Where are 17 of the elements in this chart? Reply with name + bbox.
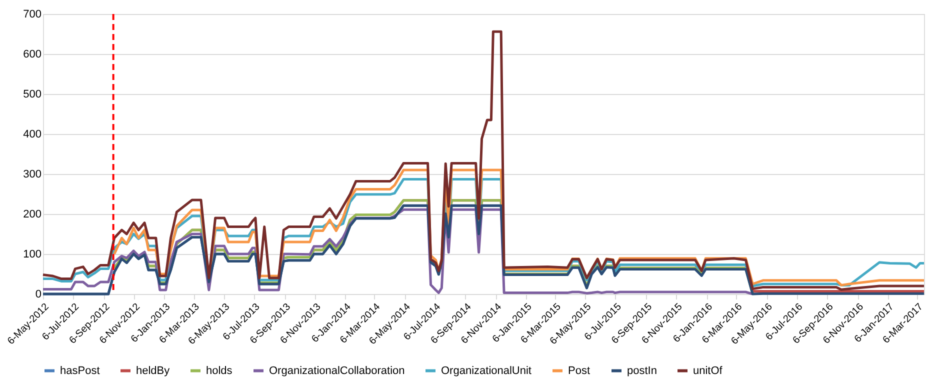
legend-label: postIn [627,364,657,377]
legend-label: hasPost [60,364,100,377]
line-series [42,30,926,291]
legend-label: OrganizationalCollaboration [269,364,405,377]
y-tick-label: 600 [23,48,42,60]
y-tick-label: 200 [23,208,42,220]
legend-label: heldBy [136,364,170,377]
y-tick-label: 100 [23,248,42,260]
y-tick-label: 400 [23,128,42,140]
legend-label: holds [206,364,233,377]
y-tick-label: 300 [23,168,42,180]
y-tick-label: 500 [23,88,42,100]
legend-label: Post [568,364,590,377]
y-tick-label: 0 [35,288,42,300]
legend-label: OrganizationalUnit [441,364,532,377]
legend-label: unitOf [693,364,724,377]
y-tick-label: 700 [23,8,42,20]
